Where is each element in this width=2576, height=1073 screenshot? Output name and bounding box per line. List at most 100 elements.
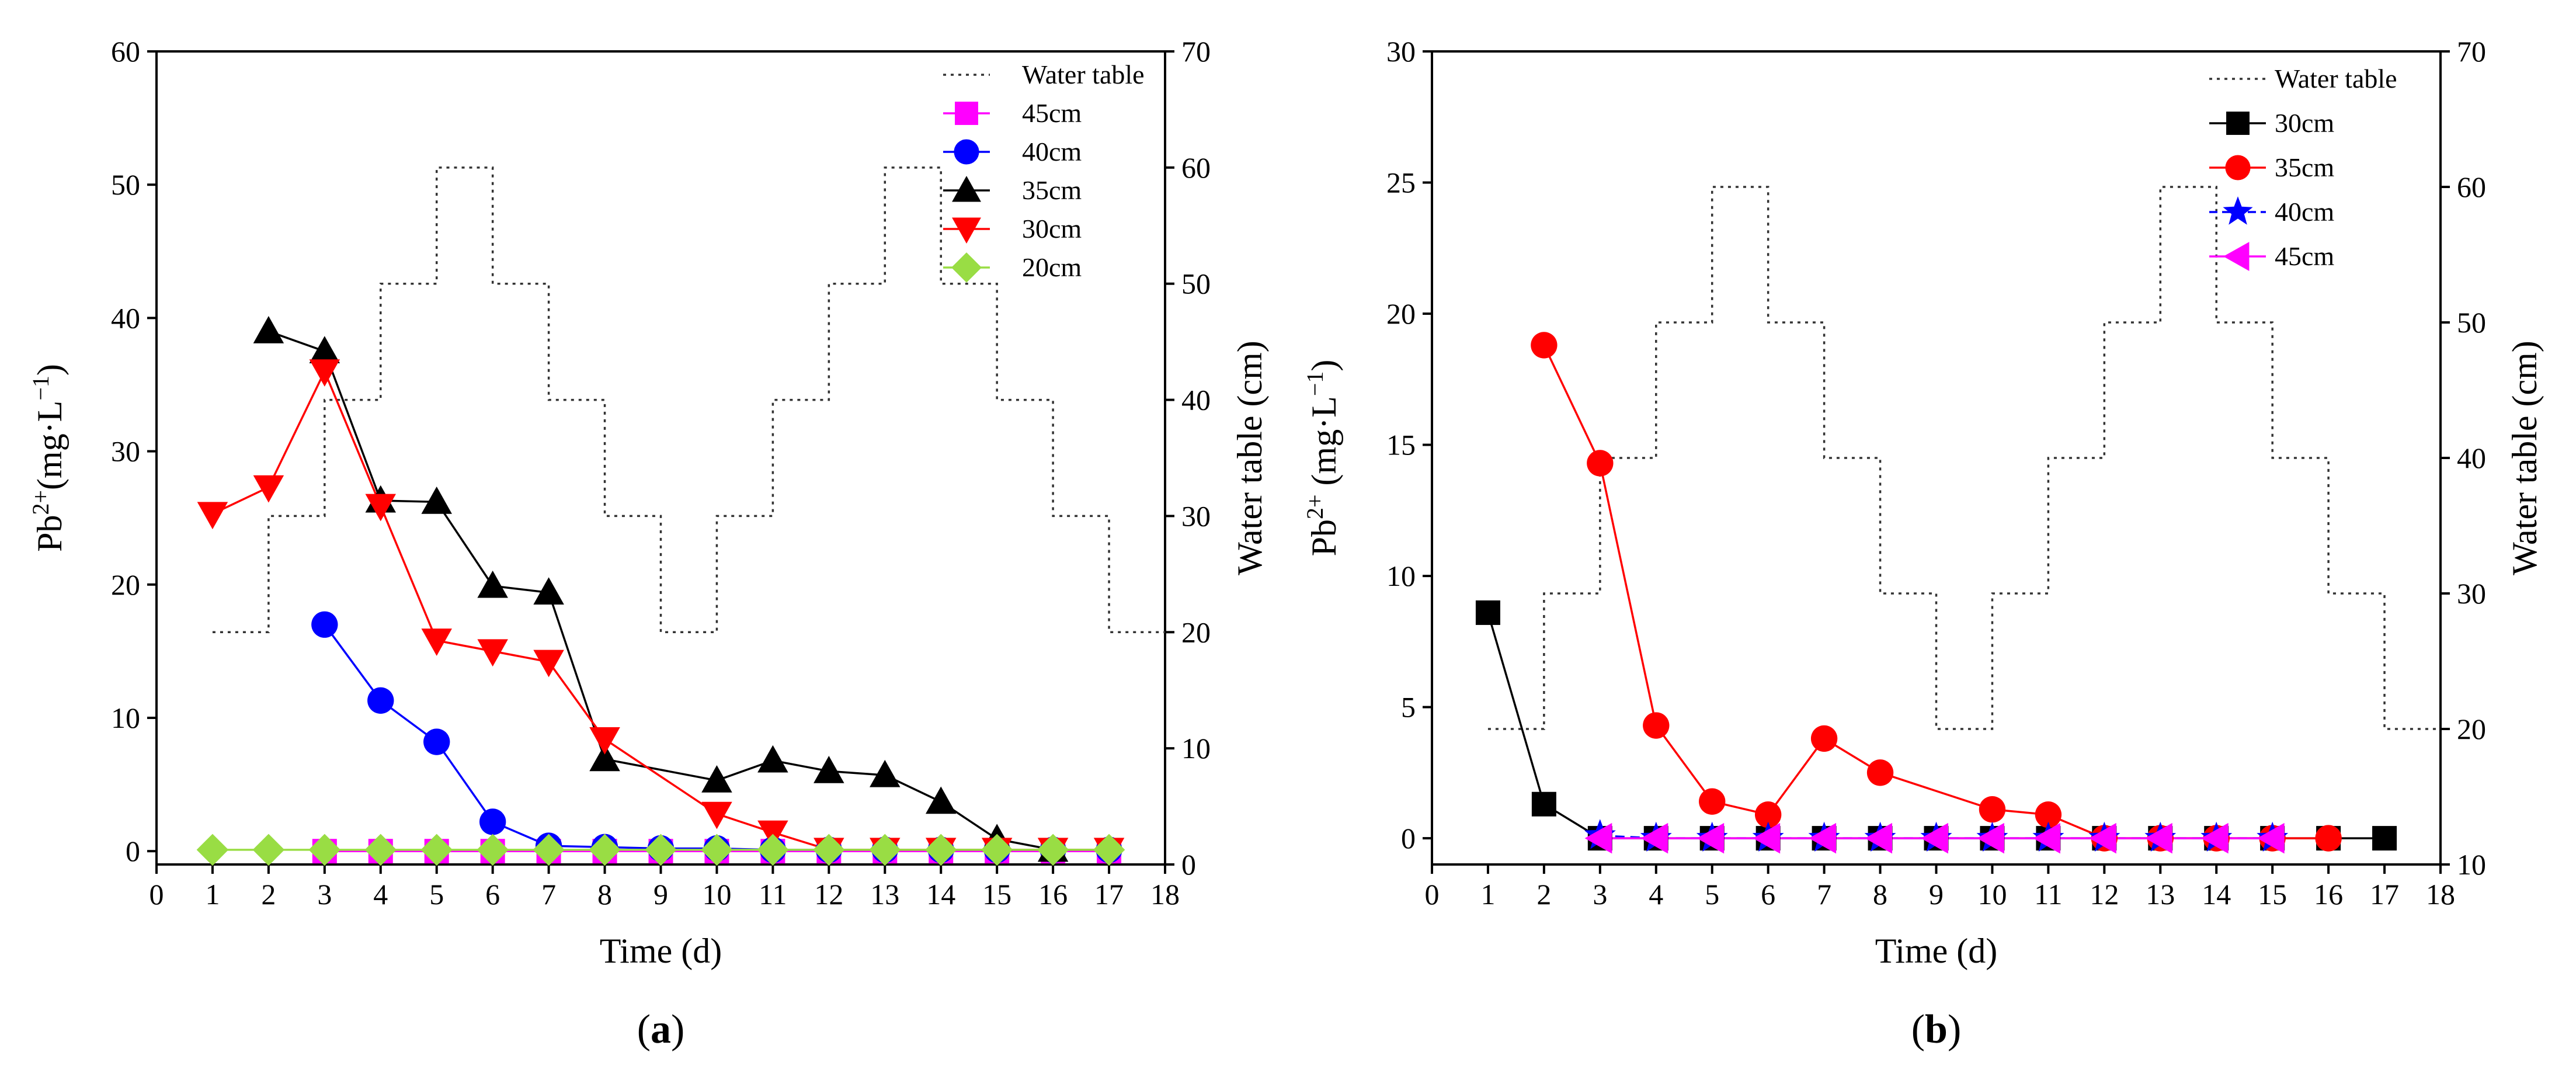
- data-point-35cm: [533, 577, 564, 605]
- y2-tick-label: 60: [2457, 171, 2486, 203]
- y2-tick-label: 20: [1181, 616, 1211, 648]
- water-table-line: [1487, 186, 2441, 730]
- data-point-35cm: [925, 786, 957, 814]
- data-point-20cm: [701, 834, 733, 866]
- y2-tick-label: 40: [1181, 384, 1211, 416]
- data-point-40cm: [423, 728, 450, 755]
- data-point-30cm: [309, 359, 340, 387]
- y2-axis-title: Water table (cm): [2505, 341, 2544, 575]
- data-point-20cm: [1037, 834, 1069, 866]
- water-table-line: [212, 166, 1165, 634]
- data-point-20cm: [308, 834, 341, 866]
- x-tick-label: 18: [1150, 878, 1180, 911]
- y-tick-label: 50: [111, 168, 140, 201]
- data-point-30cm: [2372, 826, 2397, 851]
- legend-label-45cm: 45cm: [2275, 241, 2334, 271]
- x-tick-label: 10: [1977, 878, 2007, 911]
- data-point-30cm: [421, 628, 452, 656]
- x-tick-label: 16: [2314, 878, 2343, 911]
- legend-marker-40cm: [2223, 196, 2253, 225]
- data-point-45cm: [1865, 822, 1893, 854]
- series-line-35cm: [1543, 345, 2329, 839]
- data-point-45cm: [2033, 822, 2060, 854]
- data-point-30cm: [197, 502, 228, 530]
- y-tick-label: 15: [1386, 429, 1416, 461]
- x-tick-label: 2: [1536, 878, 1551, 911]
- data-point-30cm: [533, 650, 564, 678]
- data-point-35cm: [757, 745, 788, 773]
- data-point-45cm: [2089, 822, 2116, 854]
- legend-marker-30cm: [2226, 112, 2250, 135]
- data-point-35cm: [2035, 801, 2062, 828]
- data-point-35cm: [1531, 332, 1558, 359]
- x-tick-label: 8: [597, 878, 612, 911]
- y-tick-label: 20: [111, 568, 140, 601]
- data-point-45cm: [2257, 822, 2285, 854]
- data-point-20cm: [533, 834, 565, 866]
- data-point-20cm: [364, 834, 397, 866]
- x-tick-label: 4: [373, 878, 388, 911]
- y-tick-label: 30: [111, 435, 140, 468]
- data-point-30cm: [1531, 791, 1556, 817]
- data-point-30cm: [477, 639, 508, 667]
- y-axis-title: Pb2+ (mg·L−1): [1302, 360, 1343, 557]
- y-tick-label: 5: [1401, 691, 1416, 724]
- legend-label-40cm: 40cm: [1022, 137, 1082, 166]
- data-point-35cm: [477, 570, 508, 598]
- x-tick-label: 7: [541, 878, 556, 911]
- y-tick-label: 25: [1386, 166, 1416, 199]
- y-tick-label: 40: [111, 301, 140, 334]
- data-point-35cm: [1754, 801, 1782, 828]
- x-tick-label: 3: [1593, 878, 1607, 911]
- y-tick-label: 0: [1401, 822, 1416, 855]
- legend-label-30cm: 30cm: [2275, 108, 2334, 138]
- data-point-20cm: [813, 834, 845, 866]
- x-tick-label: 14: [2202, 878, 2231, 911]
- y2-tick-label: 70: [2457, 35, 2486, 68]
- chart-panel-a: 0 1 2 3 4 5 6 7 8 9 10 11 12 13 14 15 16 17 18010203040506…: [27, 35, 1269, 1052]
- data-point-20cm: [477, 834, 509, 866]
- y-tick-label: 60: [111, 35, 140, 68]
- x-tick-label: 11: [2034, 878, 2062, 911]
- x-tick-label: 15: [2258, 878, 2287, 911]
- x-tick-label: 12: [814, 878, 843, 911]
- data-point-30cm: [701, 801, 732, 829]
- data-point-35cm: [253, 315, 284, 343]
- series-line-35cm: [268, 330, 1054, 851]
- y2-tick-label: 30: [1181, 499, 1211, 532]
- legend-marker-40cm: [954, 139, 979, 165]
- x-tick-label: 15: [982, 878, 1011, 911]
- data-point-40cm: [479, 808, 506, 835]
- x-tick-label: 16: [1038, 878, 1068, 911]
- legend-label-35cm: 35cm: [1022, 175, 1082, 205]
- y2-tick-label: 50: [1181, 268, 1211, 300]
- data-point-45cm: [1753, 822, 1781, 854]
- x-tick-label: 4: [1649, 878, 1663, 911]
- x-tick-label: 6: [485, 878, 500, 911]
- x-tick-label: 5: [429, 878, 444, 911]
- x-tick-label: 10: [702, 878, 731, 911]
- data-point-20cm: [757, 834, 789, 866]
- series-line-30cm: [212, 369, 1110, 851]
- data-point-30cm: [1475, 600, 1500, 625]
- y-tick-label: 0: [126, 835, 140, 867]
- x-tick-label: 17: [1094, 878, 1124, 911]
- x-axis-title: Time (d): [600, 932, 722, 970]
- data-point-20cm: [981, 834, 1013, 866]
- plot-frame: [155, 50, 1166, 866]
- y2-tick-label: 0: [1181, 848, 1196, 881]
- y2-tick-label: 70: [1181, 35, 1211, 68]
- data-point-45cm: [2200, 822, 2229, 854]
- legend-marker-35cm: [2225, 155, 2251, 180]
- x-tick-label: 7: [1817, 878, 1831, 911]
- x-axis-title: Time (d): [1875, 932, 1997, 970]
- x-tick-label: 0: [1425, 878, 1440, 911]
- x-tick-label: 6: [1761, 878, 1775, 911]
- panel-label: (a): [637, 1007, 685, 1052]
- data-point-35cm: [589, 744, 620, 772]
- legend-label-water-table: Water table: [2275, 64, 2397, 93]
- data-point-45cm: [1809, 822, 1837, 854]
- data-point-20cm: [868, 834, 901, 866]
- y2-tick-label: 30: [2457, 577, 2486, 610]
